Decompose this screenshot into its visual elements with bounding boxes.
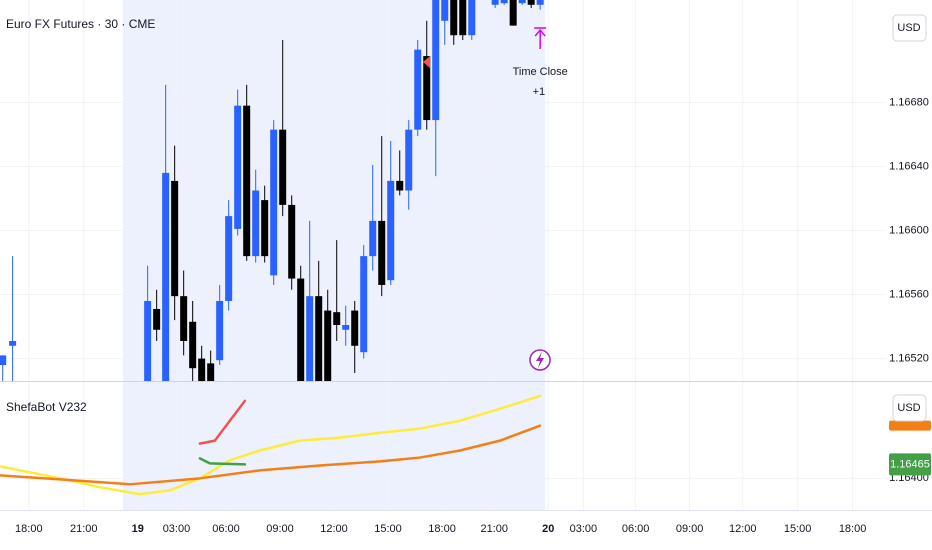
candle-body [369,220,377,257]
y-tick-label: 1.16560 [889,288,929,300]
candle-body [189,321,197,369]
x-tick-label: 12:00 [320,523,348,535]
candle-body [234,105,242,229]
candle-body [324,310,332,381]
candle-body [333,312,341,325]
candle-body [279,129,287,205]
candle-body [243,105,251,257]
candle-body [405,129,413,191]
candle-body [225,216,233,301]
y-tick-label: 1.16600 [889,224,929,236]
x-tick-label: 21:00 [70,523,98,535]
candle-body [153,308,161,330]
x-tick-label: 12:00 [729,523,757,535]
currency-label[interactable]: USD [897,22,920,34]
x-tick-label: 18:00 [15,523,43,535]
indicator-line [0,424,542,486]
candle-body [450,0,458,36]
candle-body [306,296,314,381]
candle-body [509,0,517,26]
candle-body [198,358,206,381]
currency-box[interactable] [892,14,927,42]
annotation-text: Time Close [513,66,568,78]
candle-body [288,204,296,279]
x-tick-label: 18:00 [428,523,456,535]
candle-body [9,340,17,346]
candle-body [500,0,508,4]
x-tick-label: 06:00 [622,523,650,535]
x-tick-label: 21:00 [481,523,509,535]
x-tick-label: 20 [542,523,554,535]
candle-body [270,129,278,276]
candle-body [297,278,305,381]
candle-body [491,0,499,5]
candle-body [536,0,544,5]
x-tick-label: 19 [132,523,144,535]
currency-box[interactable] [892,394,927,422]
candle-body [441,0,449,21]
candle-body [342,324,350,330]
x-tick-label: 06:00 [212,523,240,535]
candle-body [378,220,386,285]
candle-body [396,180,404,191]
currency-label[interactable]: USD [897,402,920,414]
value-badge-label: 1.16465 [890,458,930,470]
candle-body [360,256,368,353]
alert-icon[interactable] [529,349,551,371]
x-tick-label: 18:00 [839,523,867,535]
candle-body [518,0,526,4]
alert-bolt[interactable] [536,352,544,368]
annotation-arrow-head [534,28,546,37]
indicator-line [198,457,247,466]
x-tick-label: 15:00 [374,523,402,535]
axes: 18:00 21:00 19 03:00 06:00 09:00 12:00 15:00 18:… [15,96,931,535]
candle-body [459,0,467,36]
x-tick-label: 09:00 [266,523,294,535]
y-tick-label: 1.16520 [889,352,929,364]
candle-body [207,363,215,381]
x-tick-label: 15:00 [784,523,812,535]
y-tick-label: 1.16640 [889,160,929,172]
candle-body [387,180,395,281]
indicator-title: ShefaBot V232 [6,400,87,414]
y-tick-label: 1.16680 [889,96,929,108]
value-badge [889,453,931,476]
candle-body [527,0,535,5]
x-tick-label: 09:00 [676,523,704,535]
candle-body [432,0,440,121]
x-tick-label: 03:00 [570,523,598,535]
candle-body [216,300,224,361]
candle-body [162,172,170,381]
annotation-detail: +1 [533,86,546,98]
candle-body [468,0,476,36]
x-tick-label: 03:00 [163,523,191,535]
candle-body [315,296,323,381]
candle-body [171,180,179,297]
candle-body [423,56,431,121]
candle-body [180,296,188,341]
indicator-line [0,394,542,496]
indicator-pane [0,394,542,496]
candle-body [414,49,422,130]
candle-body [0,355,7,365]
candle-body [252,190,260,257]
signal-marker [423,56,430,68]
chart-title: Euro FX Futures · 30 · CME [6,17,155,31]
last-value-badge [889,420,931,431]
annotation: Time Close +1 [513,27,568,98]
candle-body [351,310,359,346]
indicator-line [198,399,247,445]
candle-body [144,300,152,381]
price-pane [0,0,544,381]
candle-body [261,200,269,257]
